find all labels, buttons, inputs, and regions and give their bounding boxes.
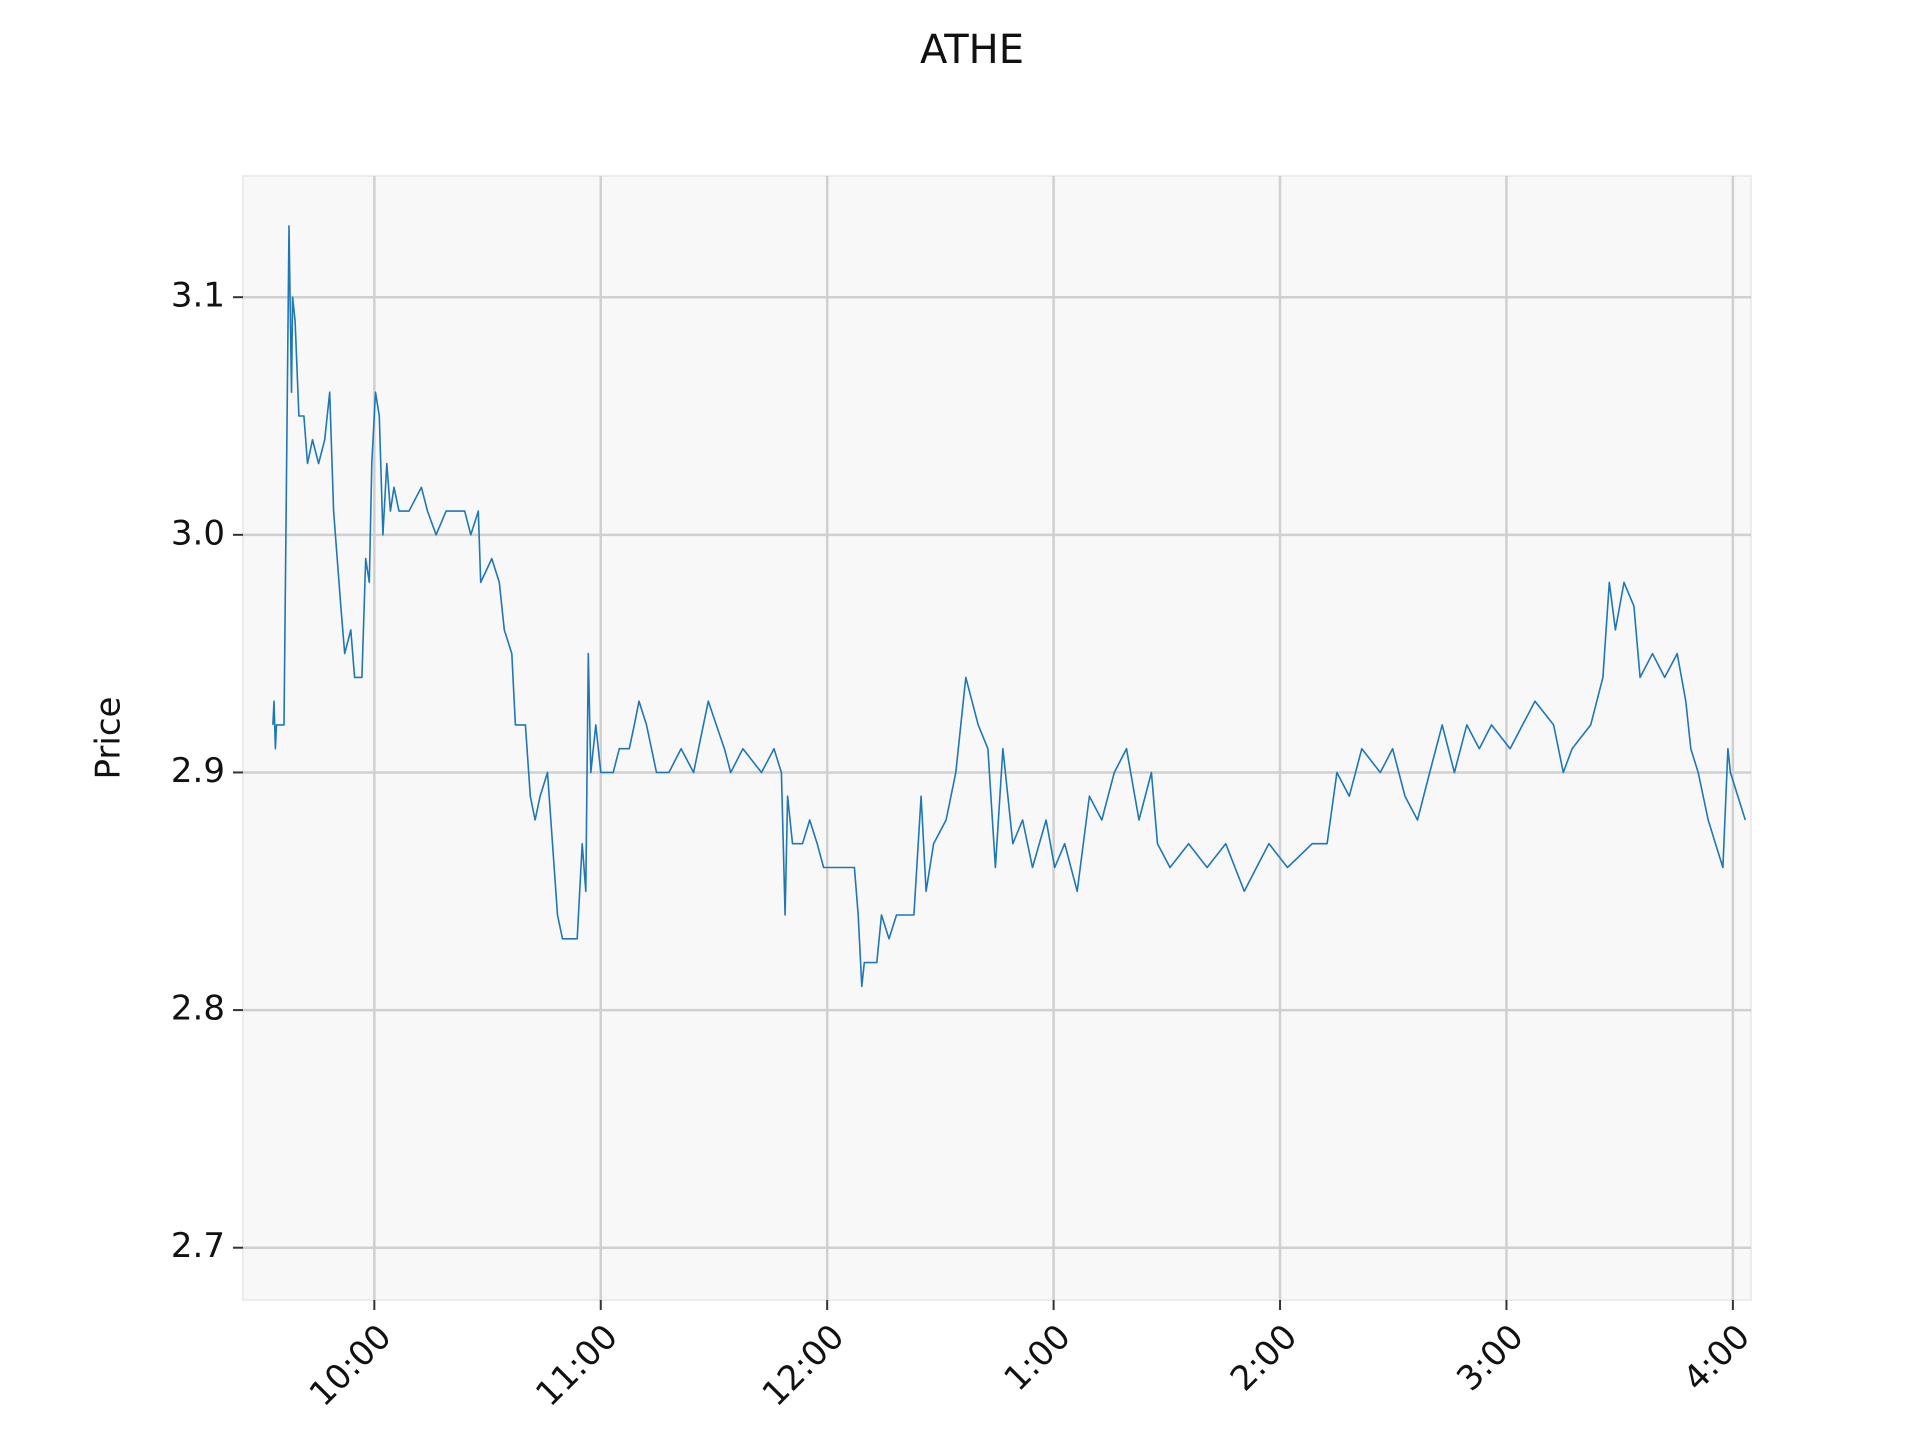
y-tick-label: 2.7 <box>171 1226 225 1266</box>
x-tick-label: 4:00 <box>1676 1317 1758 1399</box>
x-tick-label: 3:00 <box>1449 1317 1531 1399</box>
x-tick-label: 2:00 <box>1223 1317 1305 1399</box>
x-tick-label: 11:00 <box>528 1317 626 1415</box>
y-axis-label: Price <box>89 697 129 780</box>
x-tick-label: 1:00 <box>996 1317 1078 1399</box>
plot-area <box>242 175 1752 1301</box>
y-tick-label: 2.8 <box>171 989 225 1029</box>
chart-title: ATHE <box>920 27 1024 73</box>
y-tick-label: 2.9 <box>171 751 225 791</box>
x-tick-label: 12:00 <box>755 1317 853 1415</box>
x-tick-label: 10:00 <box>302 1317 400 1415</box>
price-line <box>272 225 1747 988</box>
y-tick-label: 3.0 <box>171 513 225 553</box>
y-tick-label: 3.1 <box>171 276 225 316</box>
